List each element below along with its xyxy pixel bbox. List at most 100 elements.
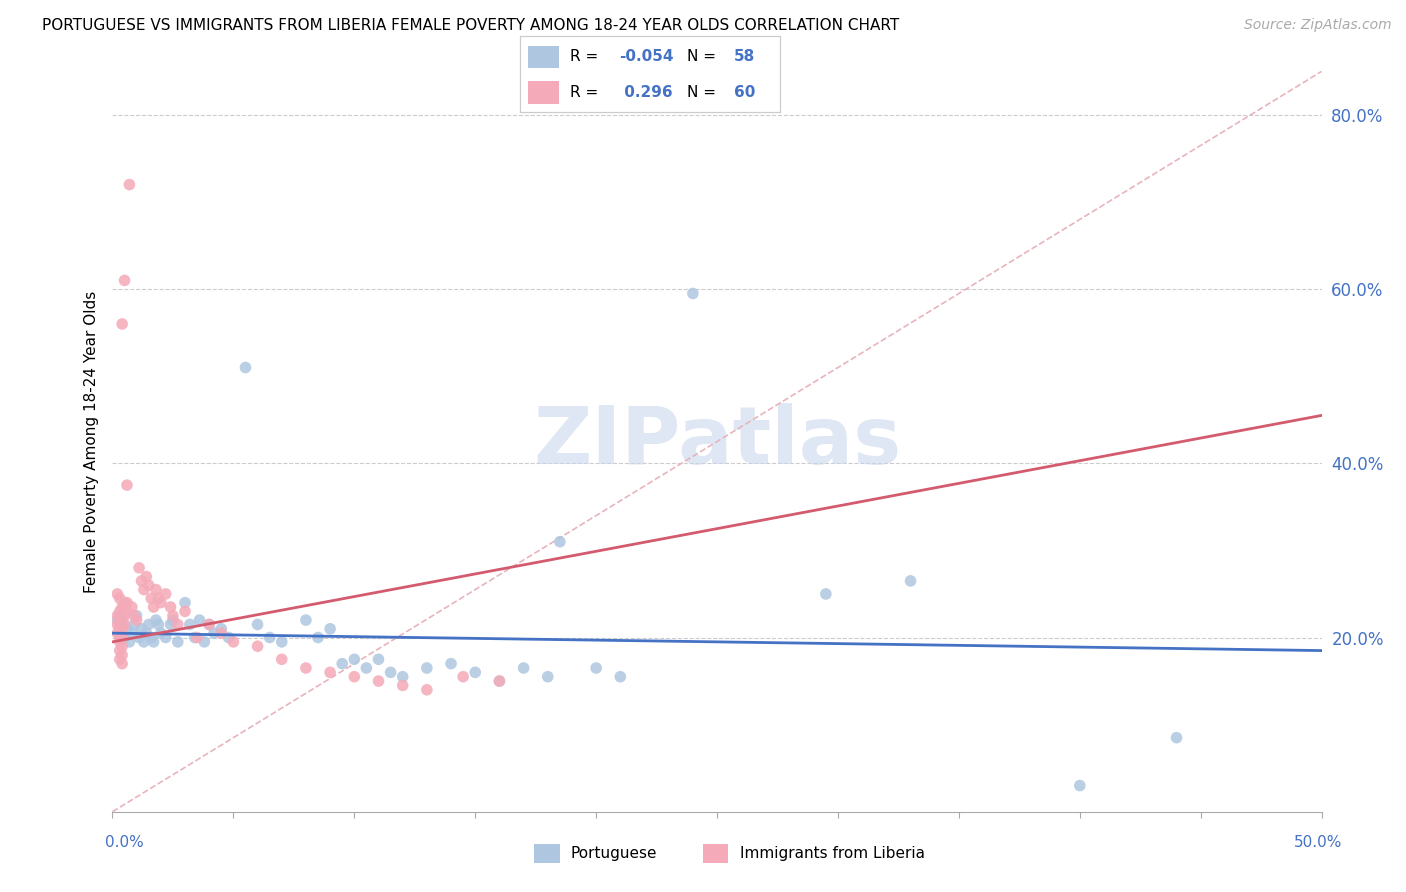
Point [122,617,145,632]
Point [585,661,607,675]
Point [132,635,155,649]
Point [111,600,134,615]
Point [416,682,439,697]
Point [512,661,534,675]
Point [148,617,170,632]
Point [235,360,257,375]
Point [118,178,141,192]
Point [141,591,163,606]
Point [122,608,145,623]
Point [145,582,167,597]
Point [162,608,184,623]
Point [111,639,134,653]
Point [108,608,131,623]
Point [108,613,131,627]
Point [183,631,205,645]
Point [1069,779,1091,793]
Point [155,587,177,601]
Point [125,613,148,627]
Point [114,617,136,632]
Point [174,604,197,618]
Point [391,678,413,692]
Point [416,661,439,675]
Point [114,273,136,287]
Point [174,596,197,610]
Point [115,604,138,618]
FancyBboxPatch shape [529,45,560,69]
Point [111,617,134,632]
Point [105,626,128,640]
Point [114,631,136,645]
Point [367,652,389,666]
Point [149,596,172,610]
Point [159,600,181,615]
Point [188,613,211,627]
Point [131,622,153,636]
Point [138,578,160,592]
Point [270,635,292,649]
Point [121,626,143,640]
Point [108,631,131,645]
Point [367,674,389,689]
Text: N =: N = [686,49,720,64]
Point [537,670,560,684]
Point [108,591,131,606]
Text: 58: 58 [734,49,755,64]
Y-axis label: Female Poverty Among 18-24 Year Olds: Female Poverty Among 18-24 Year Olds [83,291,98,592]
Point [488,674,510,689]
Point [111,631,134,645]
Point [319,622,342,636]
Point [105,587,128,601]
Point [202,626,225,640]
Point [108,643,131,657]
Text: 50.0%: 50.0% [1295,836,1343,850]
Point [111,657,134,671]
Point [135,626,157,640]
Point [295,613,318,627]
Point [111,622,134,636]
Point [155,631,177,645]
Point [105,613,128,627]
Point [111,613,134,627]
Point [246,639,269,653]
Point [142,635,165,649]
Point [149,626,172,640]
Point [356,661,378,675]
Point [343,670,366,684]
Point [451,670,474,684]
Point [380,665,402,680]
Point [464,665,486,680]
Point [111,317,134,331]
Point [125,608,148,623]
Point [222,635,245,649]
Text: 0.0%: 0.0% [105,836,145,850]
Point [330,657,353,671]
Point [198,617,221,632]
Point [108,604,131,618]
Text: 60: 60 [734,85,755,100]
Point [1166,731,1188,745]
Point [135,569,157,583]
Point [814,587,837,601]
FancyBboxPatch shape [529,81,560,104]
Point [166,635,188,649]
Text: ZIPatlas: ZIPatlas [533,402,901,481]
Point [108,622,131,636]
Text: Source: ZipAtlas.com: Source: ZipAtlas.com [1244,18,1392,32]
Point [186,631,208,645]
Point [108,635,131,649]
Point [246,617,269,632]
Point [114,608,136,623]
Point [198,617,221,632]
Point [128,631,150,645]
Point [440,657,463,671]
Point [118,635,141,649]
Point [148,591,170,606]
Point [145,613,167,627]
Point [900,574,922,588]
Point [159,617,181,632]
Text: Immigrants from Liberia: Immigrants from Liberia [740,847,925,861]
Point [115,478,138,492]
Point [141,631,163,645]
Point [142,600,165,615]
